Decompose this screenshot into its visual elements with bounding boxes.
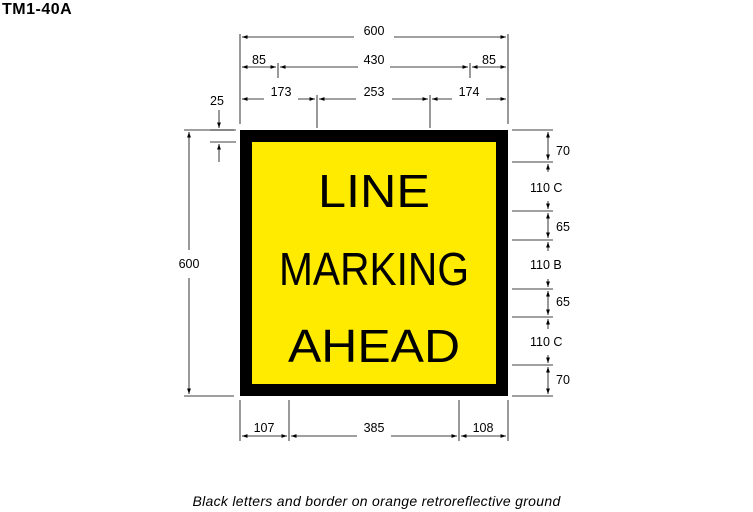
dim-bottom-right: 108 xyxy=(473,421,494,435)
sign-code-title: TM1-40A xyxy=(2,1,73,18)
dim-overall-height: 600 xyxy=(179,257,200,271)
dim-bottom-left: 107 xyxy=(254,421,275,435)
dim-letter-right: 174 xyxy=(459,85,480,99)
sign-text-line: AHEAD xyxy=(288,320,460,372)
dim-bottom-middle: 385 xyxy=(364,421,385,435)
dim-right-gap: 70 xyxy=(556,373,570,387)
dim-top-middle: 430 xyxy=(364,53,385,67)
sign-text-line: LINE xyxy=(318,165,430,217)
sign-ground xyxy=(252,142,496,384)
caption: Black letters and border on orange retro… xyxy=(192,493,561,509)
dim-right-line: 110 B xyxy=(530,258,562,272)
dimension-labels: 600 85 430 85 173 253 174 25 600 70 110 … xyxy=(179,24,570,437)
dim-right-gap: 65 xyxy=(556,220,570,234)
sign-text-line: MARKING xyxy=(279,243,469,295)
dimension-lines xyxy=(184,34,553,441)
dim-right-gap: 65 xyxy=(556,295,570,309)
dim-border: 25 xyxy=(210,94,224,108)
dim-top-left-margin: 85 xyxy=(252,53,266,67)
dim-top-right-margin: 85 xyxy=(482,53,496,67)
dim-letter-left: 173 xyxy=(271,85,292,99)
dim-right-line: 110 C xyxy=(530,335,562,349)
sign-panel: LINE MARKING AHEAD xyxy=(240,130,508,396)
dim-overall-width: 600 xyxy=(364,24,385,38)
dim-right-line: 110 C xyxy=(530,181,562,195)
dim-right-gap: 70 xyxy=(556,144,570,158)
dim-letter-middle: 253 xyxy=(364,85,385,99)
